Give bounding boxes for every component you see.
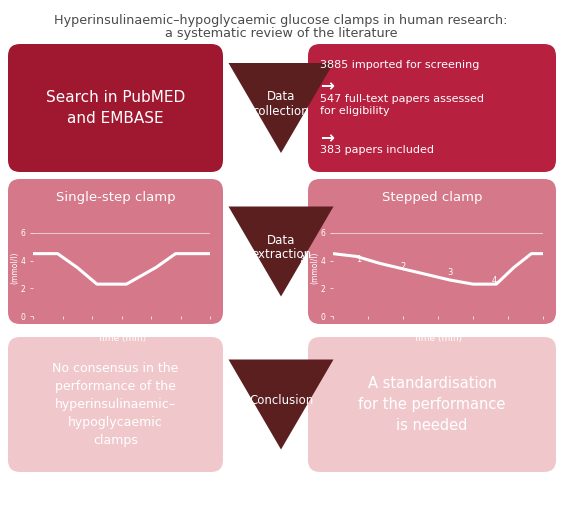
Text: Stepped clamp: Stepped clamp (382, 191, 482, 204)
X-axis label: Time (min): Time (min) (97, 334, 146, 343)
X-axis label: Time (min): Time (min) (413, 334, 463, 343)
FancyBboxPatch shape (308, 337, 556, 472)
Text: 383 papers included: 383 papers included (320, 145, 434, 155)
Text: →: → (320, 78, 334, 95)
FancyBboxPatch shape (8, 179, 223, 324)
Text: 547 full-text papers assessed
for eligibility: 547 full-text papers assessed for eligib… (320, 94, 484, 116)
Text: Hyperinsulinaemic–hypoglycaemic glucose clamps in human research:: Hyperinsulinaemic–hypoglycaemic glucose … (54, 14, 508, 27)
Polygon shape (229, 63, 333, 153)
Text: Conclusion: Conclusion (249, 394, 313, 407)
Text: Search in PubMED
and EMBASE: Search in PubMED and EMBASE (46, 90, 185, 126)
Text: →: → (320, 129, 334, 147)
Text: 2: 2 (400, 261, 405, 270)
Text: 3885 imported for screening: 3885 imported for screening (320, 60, 479, 70)
Text: a systematic review of the literature: a systematic review of the literature (165, 27, 397, 40)
Text: 3: 3 (447, 268, 452, 277)
Polygon shape (229, 359, 333, 450)
FancyBboxPatch shape (8, 337, 223, 472)
Text: Data
extraction: Data extraction (251, 234, 311, 261)
FancyBboxPatch shape (308, 44, 556, 172)
Polygon shape (229, 206, 333, 297)
FancyBboxPatch shape (8, 44, 223, 172)
Text: Data
collection: Data collection (253, 90, 309, 118)
Text: Single-step clamp: Single-step clamp (56, 191, 175, 204)
Y-axis label: Glucose
(mmol/l): Glucose (mmol/l) (0, 251, 19, 284)
FancyBboxPatch shape (308, 179, 556, 324)
Y-axis label: Glucose
(mmol/l): Glucose (mmol/l) (300, 251, 319, 284)
Text: 1: 1 (356, 255, 361, 265)
Text: No consensus in the
performance of the
hyperinsulinaemic–
hypoglycaemic
clamps: No consensus in the performance of the h… (52, 362, 178, 447)
Text: A standardisation
for the performance
is needed: A standardisation for the performance is… (358, 376, 506, 433)
Text: 4: 4 (491, 276, 497, 285)
